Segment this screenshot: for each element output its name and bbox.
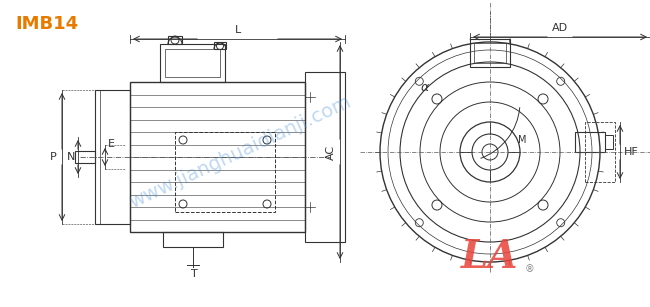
Text: T: T — [191, 269, 198, 279]
Text: HF: HF — [624, 147, 639, 157]
Bar — [175, 132, 275, 212]
Bar — [75, 151, 95, 163]
Bar — [130, 82, 305, 232]
Text: LA: LA — [462, 238, 519, 276]
Text: L: L — [235, 25, 240, 35]
Bar — [305, 72, 345, 242]
Bar — [160, 44, 225, 82]
Bar — [162, 232, 222, 247]
Text: AC: AC — [326, 144, 336, 160]
Text: www.jianghuaidianji.com: www.jianghuaidianji.com — [126, 92, 354, 212]
Bar — [585, 122, 615, 182]
Text: M: M — [518, 135, 527, 145]
Bar — [168, 36, 182, 44]
Bar — [474, 43, 506, 63]
Bar — [95, 90, 130, 224]
Bar — [575, 132, 605, 152]
Bar — [605, 135, 613, 149]
Text: α: α — [421, 80, 429, 94]
Text: P: P — [50, 152, 57, 162]
Bar — [470, 39, 510, 67]
Text: N: N — [67, 152, 75, 162]
Text: ®: ® — [525, 264, 535, 274]
Bar — [214, 42, 226, 49]
Text: AD: AD — [552, 23, 568, 33]
Text: E: E — [108, 139, 115, 149]
Text: IMB14: IMB14 — [15, 15, 78, 33]
Bar — [165, 49, 220, 77]
